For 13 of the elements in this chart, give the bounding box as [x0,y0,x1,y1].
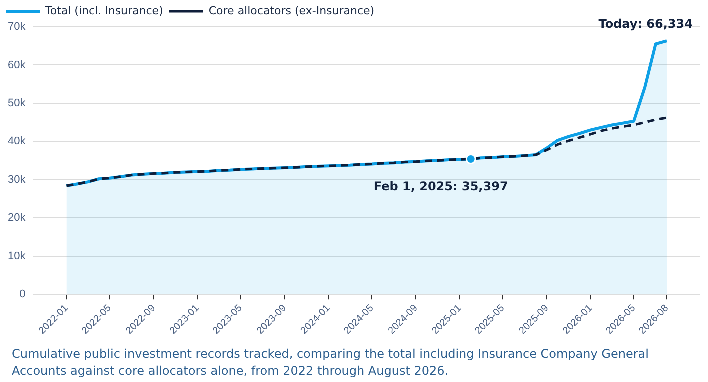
y-tick-label: 60k [8,59,26,72]
text: Cumulative public investment records tracked, comparing the total including Insurance Company General Accounts against core allocators alone, from 2022 through August 2026. [12,346,650,380]
y-tick-label: 20k [8,212,26,224]
legend-label: Total (incl. Insurance) [44,4,164,18]
y-tick-label: 30k [8,174,26,186]
y-tick-label: 50k [8,97,26,110]
y-tick-label: 10k [8,250,26,262]
annotation: Feb 1, 2025: 35,397 [374,179,508,194]
y-tick-label: 70k [8,21,26,34]
legend-label: Core allocators (ex-Insurance) [208,4,375,18]
y-tick-label: 0 [20,288,26,301]
annotation: Today: 66,334 [598,17,693,32]
y-tick-label: 40k [8,136,26,148]
